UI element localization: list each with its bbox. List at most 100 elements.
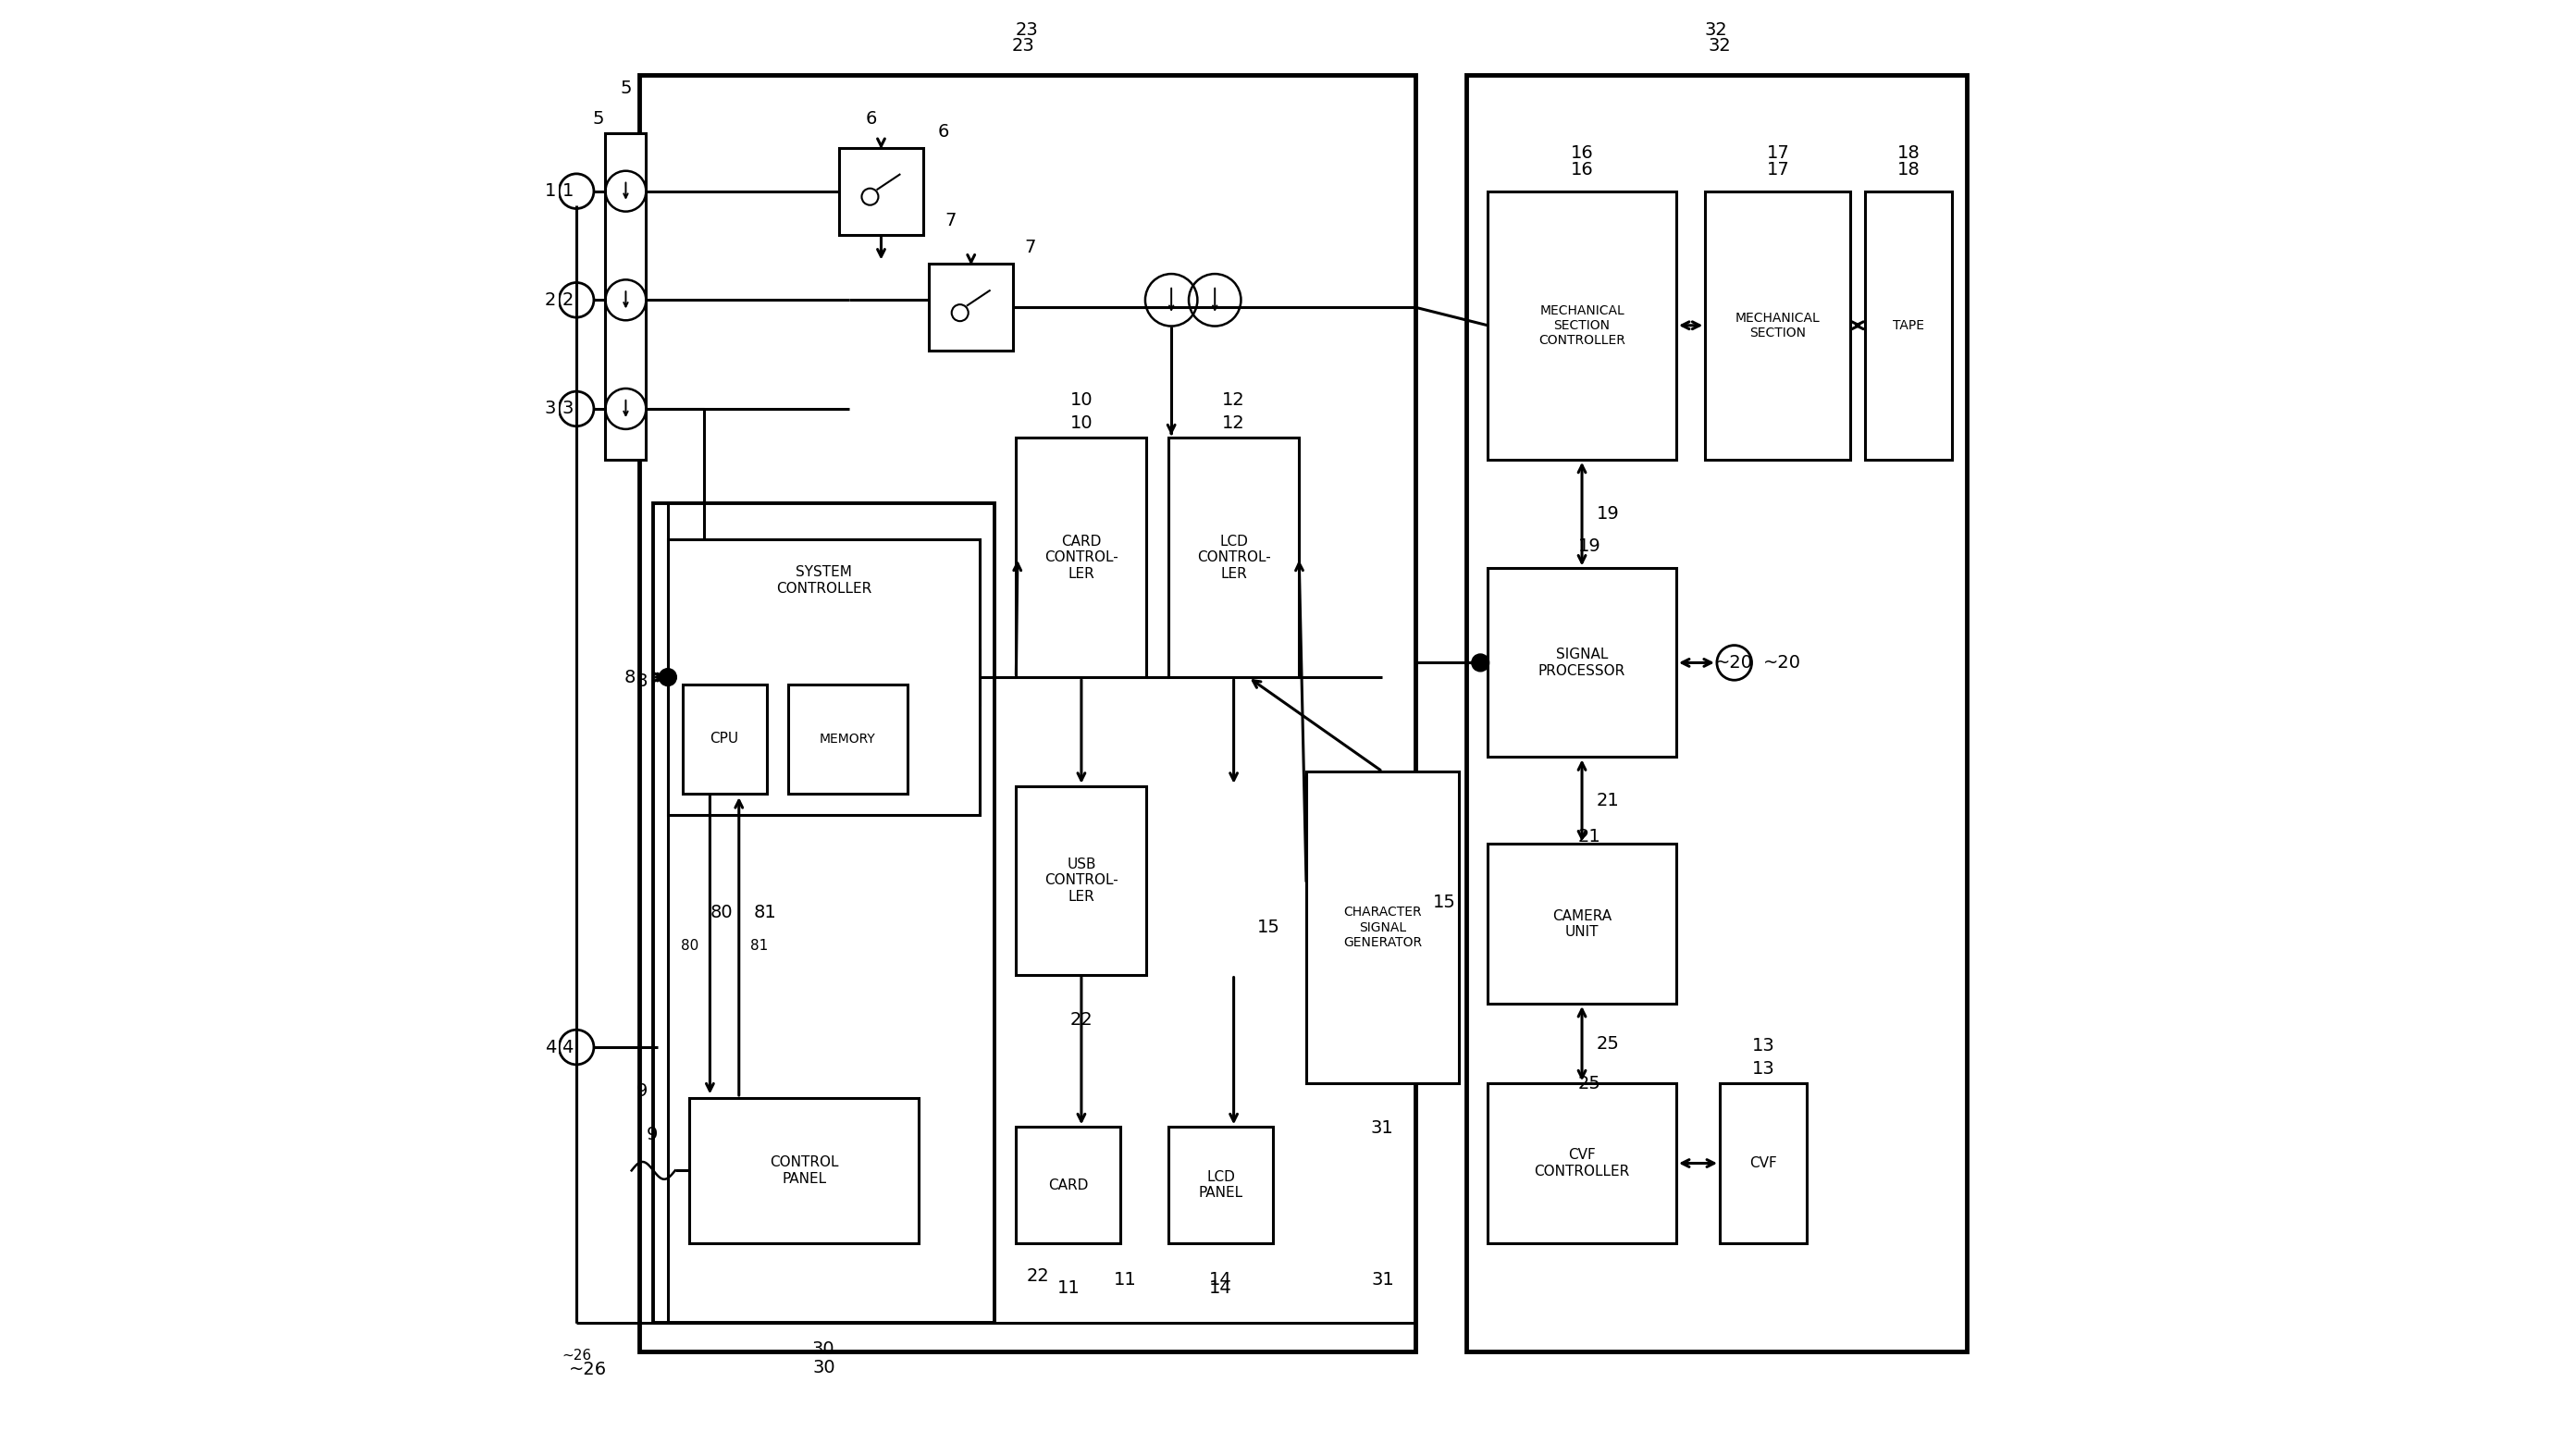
Bar: [840, 147, 922, 234]
Text: 9: 9: [647, 1125, 658, 1143]
Text: 21: 21: [1577, 828, 1600, 846]
Bar: [606, 132, 645, 460]
Text: CAMERA
UNIT: CAMERA UNIT: [1552, 909, 1611, 939]
Text: 1: 1: [545, 182, 555, 199]
Bar: [1706, 191, 1850, 460]
Text: ~26: ~26: [563, 1348, 591, 1363]
Text: 81: 81: [750, 939, 768, 952]
Bar: [688, 1098, 920, 1243]
Text: 10: 10: [1069, 415, 1092, 432]
Text: 32: 32: [1708, 38, 1732, 55]
Text: ~20: ~20: [1762, 654, 1801, 671]
Text: 21: 21: [1595, 792, 1618, 810]
Bar: [1487, 568, 1675, 757]
Text: CVF: CVF: [1749, 1156, 1778, 1171]
Text: CONTROL
PANEL: CONTROL PANEL: [771, 1156, 837, 1185]
Text: 15: 15: [1434, 894, 1457, 911]
Text: 15: 15: [1256, 919, 1279, 936]
Text: 5: 5: [619, 79, 632, 98]
Text: CARD: CARD: [1048, 1178, 1089, 1192]
Circle shape: [1472, 654, 1490, 671]
Text: 80: 80: [681, 939, 699, 952]
Bar: [683, 684, 766, 794]
Text: 1: 1: [563, 182, 573, 199]
Text: CARD
CONTROL-
LER: CARD CONTROL- LER: [1046, 534, 1118, 581]
Bar: [789, 684, 907, 794]
Text: 19: 19: [1595, 505, 1618, 523]
Bar: [1017, 786, 1146, 974]
Text: 11: 11: [1056, 1280, 1079, 1297]
Text: 6: 6: [866, 109, 876, 128]
Text: 17: 17: [1767, 144, 1788, 162]
Bar: [1865, 191, 1952, 460]
Bar: [668, 539, 979, 815]
Bar: [640, 76, 1416, 1351]
Text: 23: 23: [1015, 22, 1038, 39]
Text: SIGNAL
PROCESSOR: SIGNAL PROCESSOR: [1539, 648, 1626, 677]
Text: 25: 25: [1577, 1075, 1600, 1092]
Text: CVF
CONTROLLER: CVF CONTROLLER: [1534, 1149, 1629, 1178]
Text: LCD
CONTROL-
LER: LCD CONTROL- LER: [1197, 534, 1272, 581]
Text: 22: 22: [1028, 1268, 1048, 1286]
Text: 2: 2: [563, 291, 573, 309]
Text: 8: 8: [624, 668, 637, 686]
Bar: [653, 504, 994, 1324]
Text: 18: 18: [1896, 160, 1919, 178]
Bar: [930, 264, 1012, 351]
Text: USB
CONTROL-
LER: USB CONTROL- LER: [1046, 858, 1118, 903]
Text: 18: 18: [1896, 144, 1919, 162]
Text: 13: 13: [1752, 1060, 1775, 1077]
Text: 19: 19: [1577, 537, 1600, 555]
Text: 7: 7: [945, 211, 956, 229]
Text: 30: 30: [812, 1358, 835, 1377]
Bar: [1487, 1083, 1675, 1243]
Text: 11: 11: [1112, 1271, 1135, 1289]
Text: 14: 14: [1210, 1271, 1233, 1289]
Text: SYSTEM
CONTROLLER: SYSTEM CONTROLLER: [776, 565, 871, 596]
Text: 6: 6: [938, 122, 948, 140]
Text: 22: 22: [1069, 1010, 1092, 1028]
Text: 4: 4: [563, 1038, 573, 1056]
Text: 30: 30: [812, 1340, 835, 1358]
Text: 4: 4: [545, 1038, 555, 1056]
Text: 81: 81: [753, 904, 776, 922]
Bar: [1719, 1083, 1806, 1243]
Text: LCD
PANEL: LCD PANEL: [1197, 1171, 1243, 1200]
Text: MECHANICAL
SECTION
CONTROLLER: MECHANICAL SECTION CONTROLLER: [1539, 304, 1626, 347]
Text: MECHANICAL
SECTION: MECHANICAL SECTION: [1737, 312, 1821, 339]
Text: 3: 3: [563, 400, 573, 418]
Text: 13: 13: [1752, 1037, 1775, 1054]
Text: 9: 9: [637, 1082, 647, 1099]
Text: 7: 7: [1025, 239, 1035, 256]
Bar: [1487, 191, 1675, 460]
Text: CPU: CPU: [709, 732, 740, 745]
Circle shape: [660, 668, 676, 686]
Text: 2: 2: [545, 291, 555, 309]
Text: 32: 32: [1706, 22, 1726, 39]
Text: 23: 23: [1012, 38, 1035, 55]
Text: 25: 25: [1595, 1035, 1618, 1053]
Text: 31: 31: [1372, 1120, 1395, 1137]
Text: TAPE: TAPE: [1893, 319, 1924, 332]
Text: ~20: ~20: [1716, 654, 1752, 671]
Text: 16: 16: [1570, 144, 1593, 162]
Text: 12: 12: [1223, 415, 1246, 432]
Text: 17: 17: [1767, 160, 1788, 178]
Bar: [1169, 438, 1300, 677]
Text: 31: 31: [1372, 1271, 1395, 1289]
Bar: [1487, 844, 1675, 1003]
Text: 10: 10: [1069, 392, 1092, 409]
Text: 3: 3: [545, 400, 555, 418]
Bar: [1305, 772, 1459, 1083]
Text: MEMORY: MEMORY: [820, 732, 876, 745]
Text: 80: 80: [709, 904, 732, 922]
Text: 5: 5: [593, 109, 604, 128]
Text: 16: 16: [1570, 160, 1593, 178]
Bar: [1169, 1127, 1272, 1243]
Text: 8: 8: [637, 673, 647, 690]
Text: 12: 12: [1223, 392, 1246, 409]
Bar: [1017, 438, 1146, 677]
Text: CHARACTER
SIGNAL
GENERATOR: CHARACTER SIGNAL GENERATOR: [1344, 906, 1421, 949]
Bar: [1467, 76, 1965, 1351]
Text: 14: 14: [1210, 1280, 1233, 1297]
